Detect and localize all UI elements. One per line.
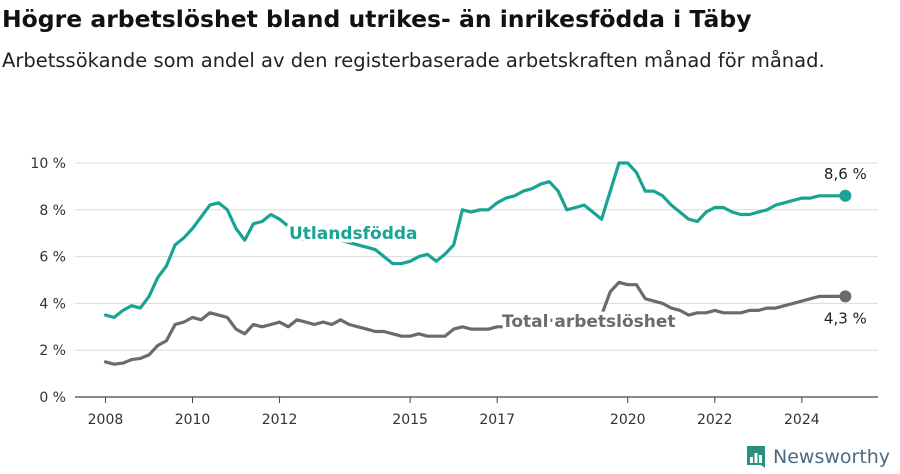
newsworthy-logo-icon xyxy=(747,446,765,468)
x-tick-label: 2012 xyxy=(262,412,298,428)
y-tick-label: 8 % xyxy=(39,203,66,219)
y-tick-label: 6 % xyxy=(39,250,66,266)
x-tick-label: 2024 xyxy=(784,412,820,428)
y-axis: 0 % 2 % 4 % 6 % 8 % 10 % xyxy=(30,156,66,406)
series-end-point xyxy=(839,290,852,303)
y-tick-label: 2 % xyxy=(39,343,66,359)
newsworthy-logo-text: Newsworthy xyxy=(773,446,891,468)
x-tick-label: 2010 xyxy=(175,412,211,428)
series-labels: 8,6 %4,3 %UtlandsföddaUtlandsföddaTotal … xyxy=(286,165,867,336)
series-end-label: 4,3 % xyxy=(824,309,867,327)
x-tick-label: 2022 xyxy=(697,412,733,428)
series-line xyxy=(103,280,848,366)
series-label: Total arbetslöshet xyxy=(502,312,676,332)
series-line xyxy=(103,161,848,319)
x-tick-label: 2008 xyxy=(88,412,124,428)
series-label: Utlandsfödda xyxy=(289,224,418,244)
series-label-halo: Total arbetslöshet xyxy=(502,312,676,332)
x-tick-label: 2020 xyxy=(610,412,646,428)
y-tick-label: 4 % xyxy=(39,296,66,312)
series-end-point xyxy=(839,189,852,202)
series-end-label: 8,6 % xyxy=(824,165,867,183)
x-tick-label: 2015 xyxy=(392,412,428,428)
series-label-halo: Utlandsfödda xyxy=(289,224,418,244)
y-tick-label: 0 % xyxy=(39,390,66,406)
series-lines xyxy=(103,161,852,366)
x-tick-label: 2017 xyxy=(479,412,515,428)
page-subtitle: Arbetssökande som andel av den registerb… xyxy=(2,49,825,72)
x-axis: 2008 2010 2012 2015 2017 2020 2022 2024 xyxy=(88,397,820,428)
y-tick-label: 10 % xyxy=(30,156,66,172)
grid-lines xyxy=(75,162,878,398)
newsworthy-logo: Newsworthy xyxy=(745,444,890,470)
page-title: Högre arbetslöshet bland utrikes- än inr… xyxy=(2,5,752,33)
